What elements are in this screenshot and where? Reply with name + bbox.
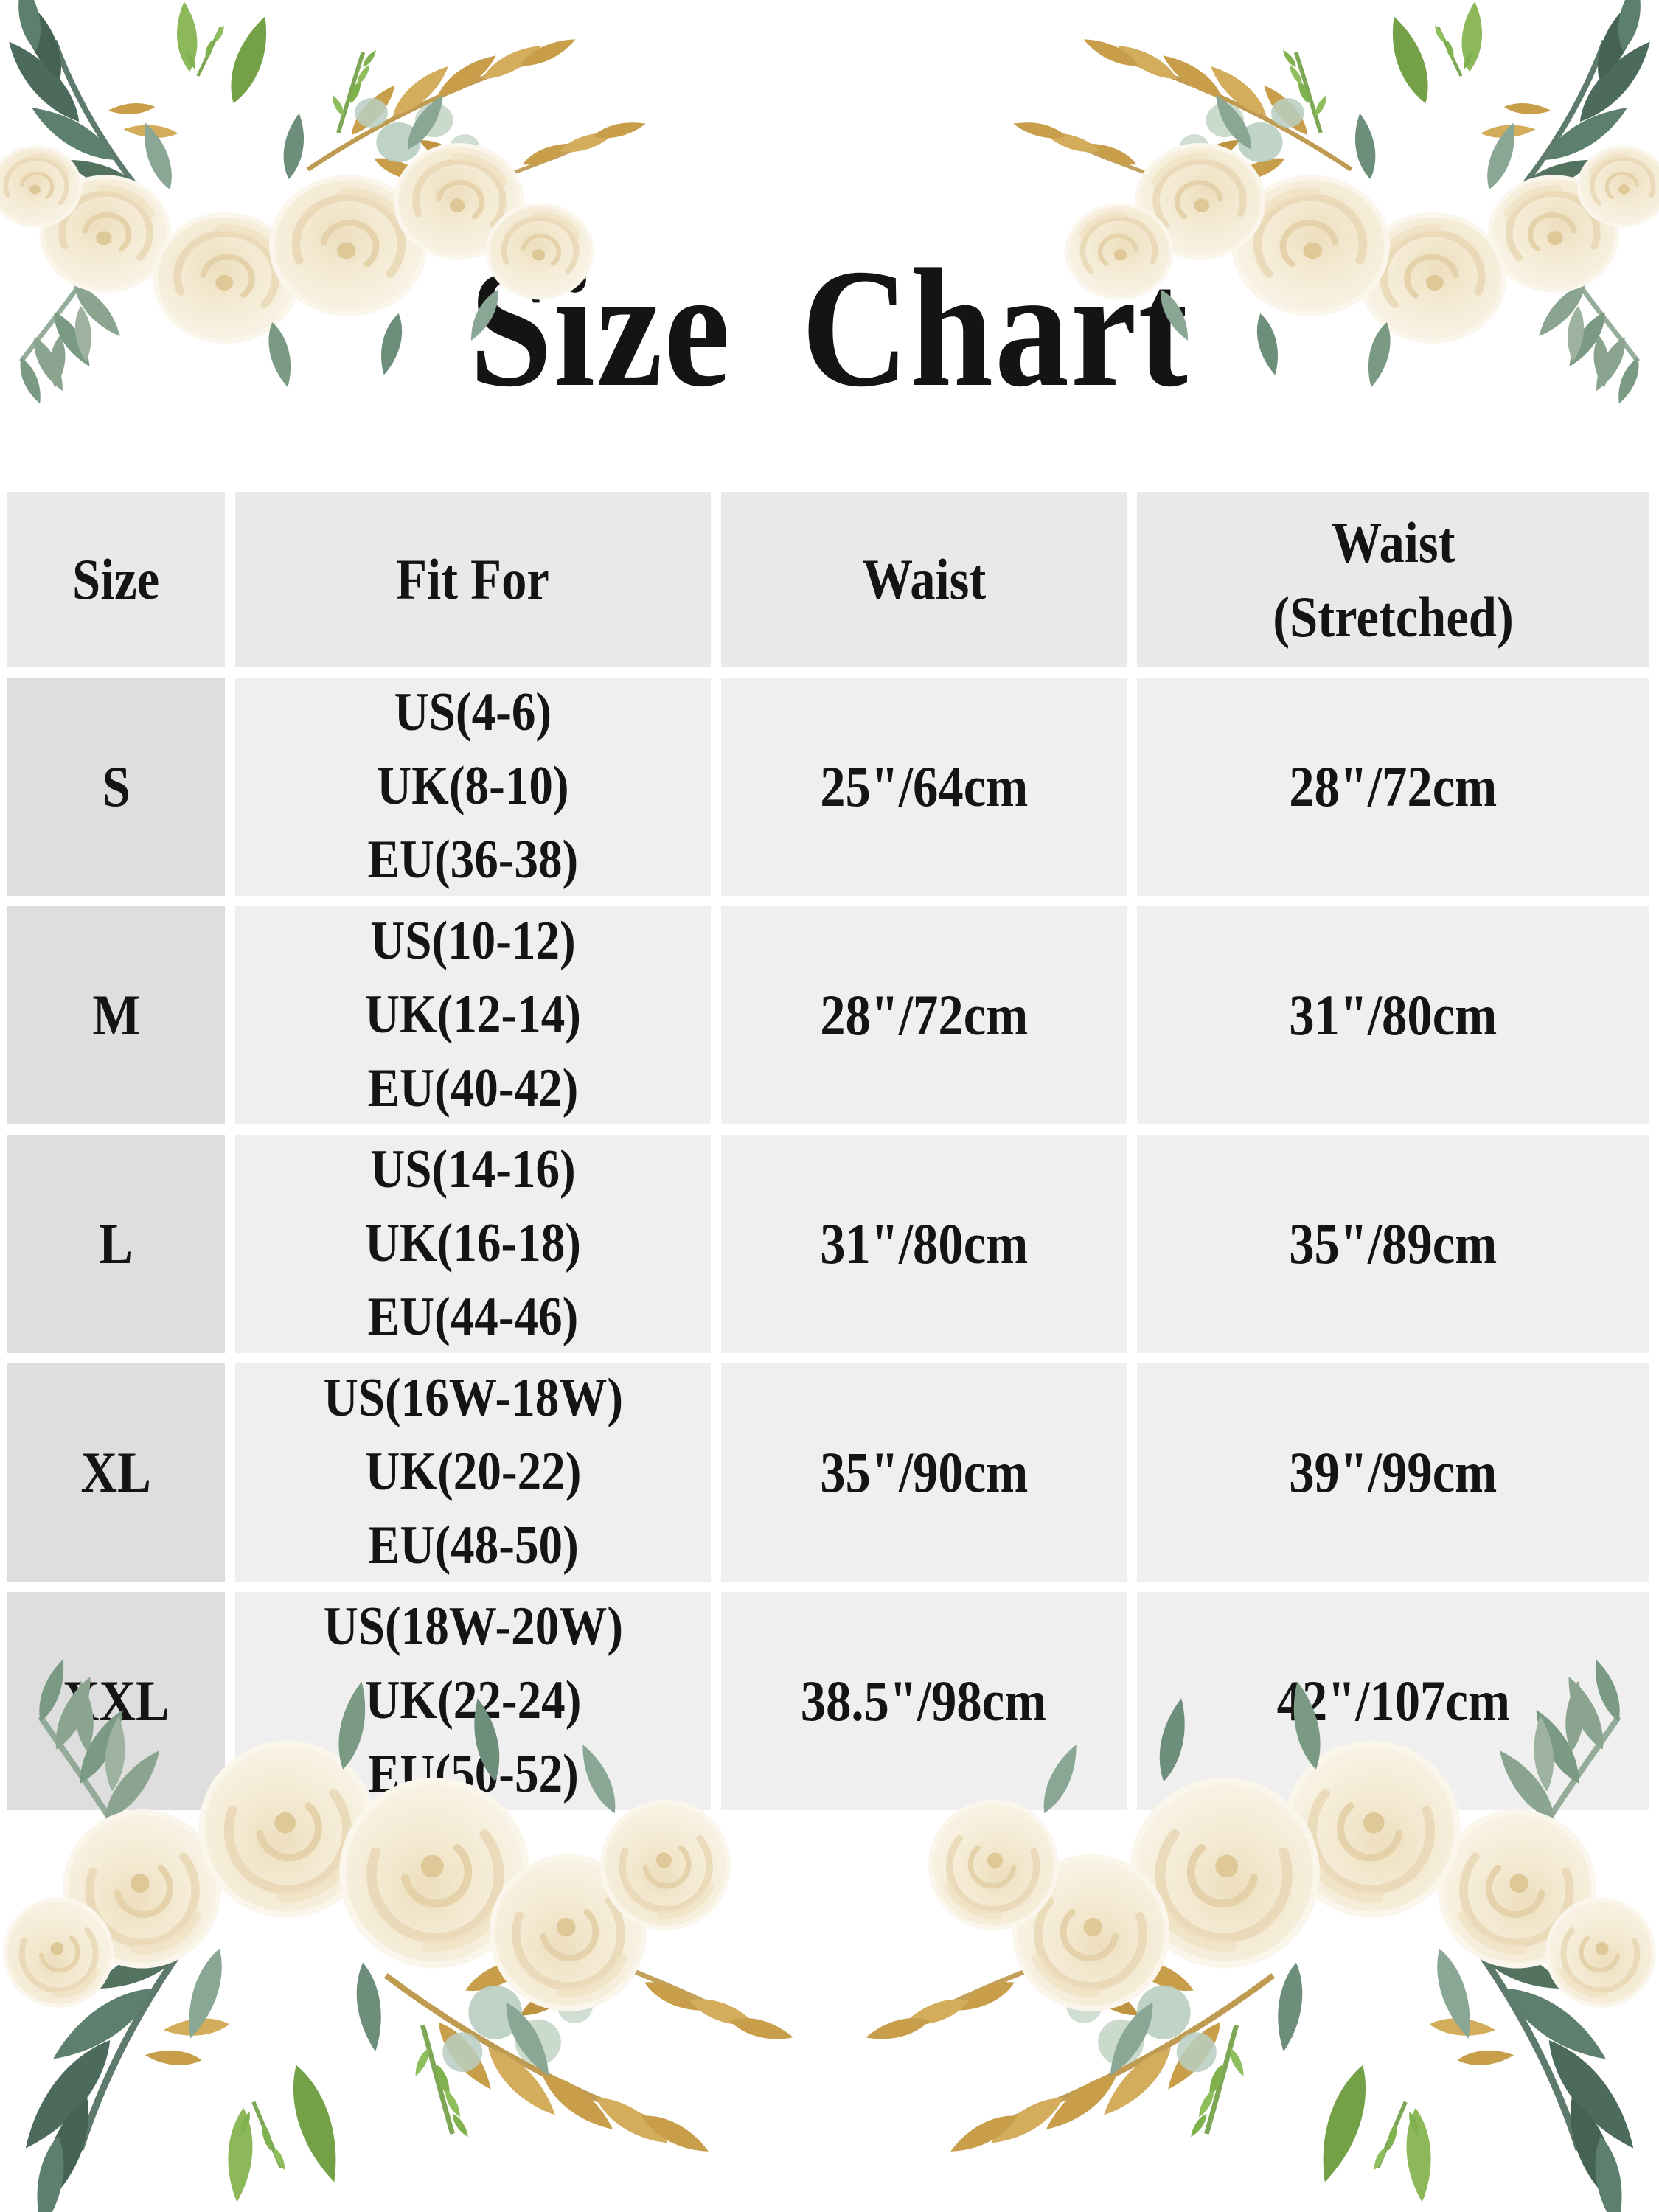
- table-row-l-waist: 31"/80cm: [721, 1135, 1127, 1353]
- header-waist-label: Waist: [862, 547, 986, 612]
- table-row-xxl-waist: 38.5"/98cm: [721, 1592, 1127, 1810]
- page-title-text: Size Chart: [469, 234, 1190, 422]
- table-row-s-size: S: [7, 678, 225, 896]
- table-row-xxl-waist-stretched: 42"/107cm: [1137, 1592, 1649, 1810]
- header-cell-waist-stretched: Waist (Stretched): [1137, 492, 1649, 667]
- table-row-xxl-fit-for: US(18W-20W) UK(22-24) EU(50-52): [235, 1592, 711, 1810]
- header-size-label: Size: [72, 547, 160, 612]
- table-row-xl-waist-stretched: 39"/99cm: [1137, 1363, 1649, 1582]
- size-table: Size Fit For Waist Waist (Stretched) S U…: [7, 492, 1649, 1810]
- header-fit-for-label: Fit For: [396, 547, 550, 612]
- page-title: Size Chart: [0, 243, 1659, 413]
- table-row-m-waist: 28"/72cm: [721, 906, 1127, 1124]
- table-row-xl-fit-for: US(16W-18W) UK(20-22) EU(48-50): [235, 1363, 711, 1582]
- header-cell-waist: Waist: [721, 492, 1127, 667]
- table-row-xl-waist: 35"/90cm: [721, 1363, 1127, 1582]
- header-cell-fit-for: Fit For: [235, 492, 711, 667]
- header-cell-size: Size: [7, 492, 225, 667]
- table-row-l-fit-for: US(14-16) UK(16-18) EU(44-46): [235, 1135, 711, 1353]
- table-row-s-fit-for: US(4-6) UK(8-10) EU(36-38): [235, 678, 711, 896]
- table-row-s-waist: 25"/64cm: [721, 678, 1127, 896]
- table-row-s-waist-stretched: 28"/72cm: [1137, 678, 1649, 896]
- table-row-m-size: M: [7, 906, 225, 1124]
- table-row-l-size: L: [7, 1135, 225, 1353]
- table-row-m-waist-stretched: 31"/80cm: [1137, 906, 1649, 1124]
- table-row-xxl-size: XXL: [7, 1592, 225, 1810]
- table-row-l-waist-stretched: 35"/89cm: [1137, 1135, 1649, 1353]
- table-row-m-fit-for: US(10-12) UK(12-14) EU(40-42): [235, 906, 711, 1124]
- table-row-xl-size: XL: [7, 1363, 225, 1582]
- header-waist-stretched-label: Waist (Stretched): [1273, 509, 1514, 649]
